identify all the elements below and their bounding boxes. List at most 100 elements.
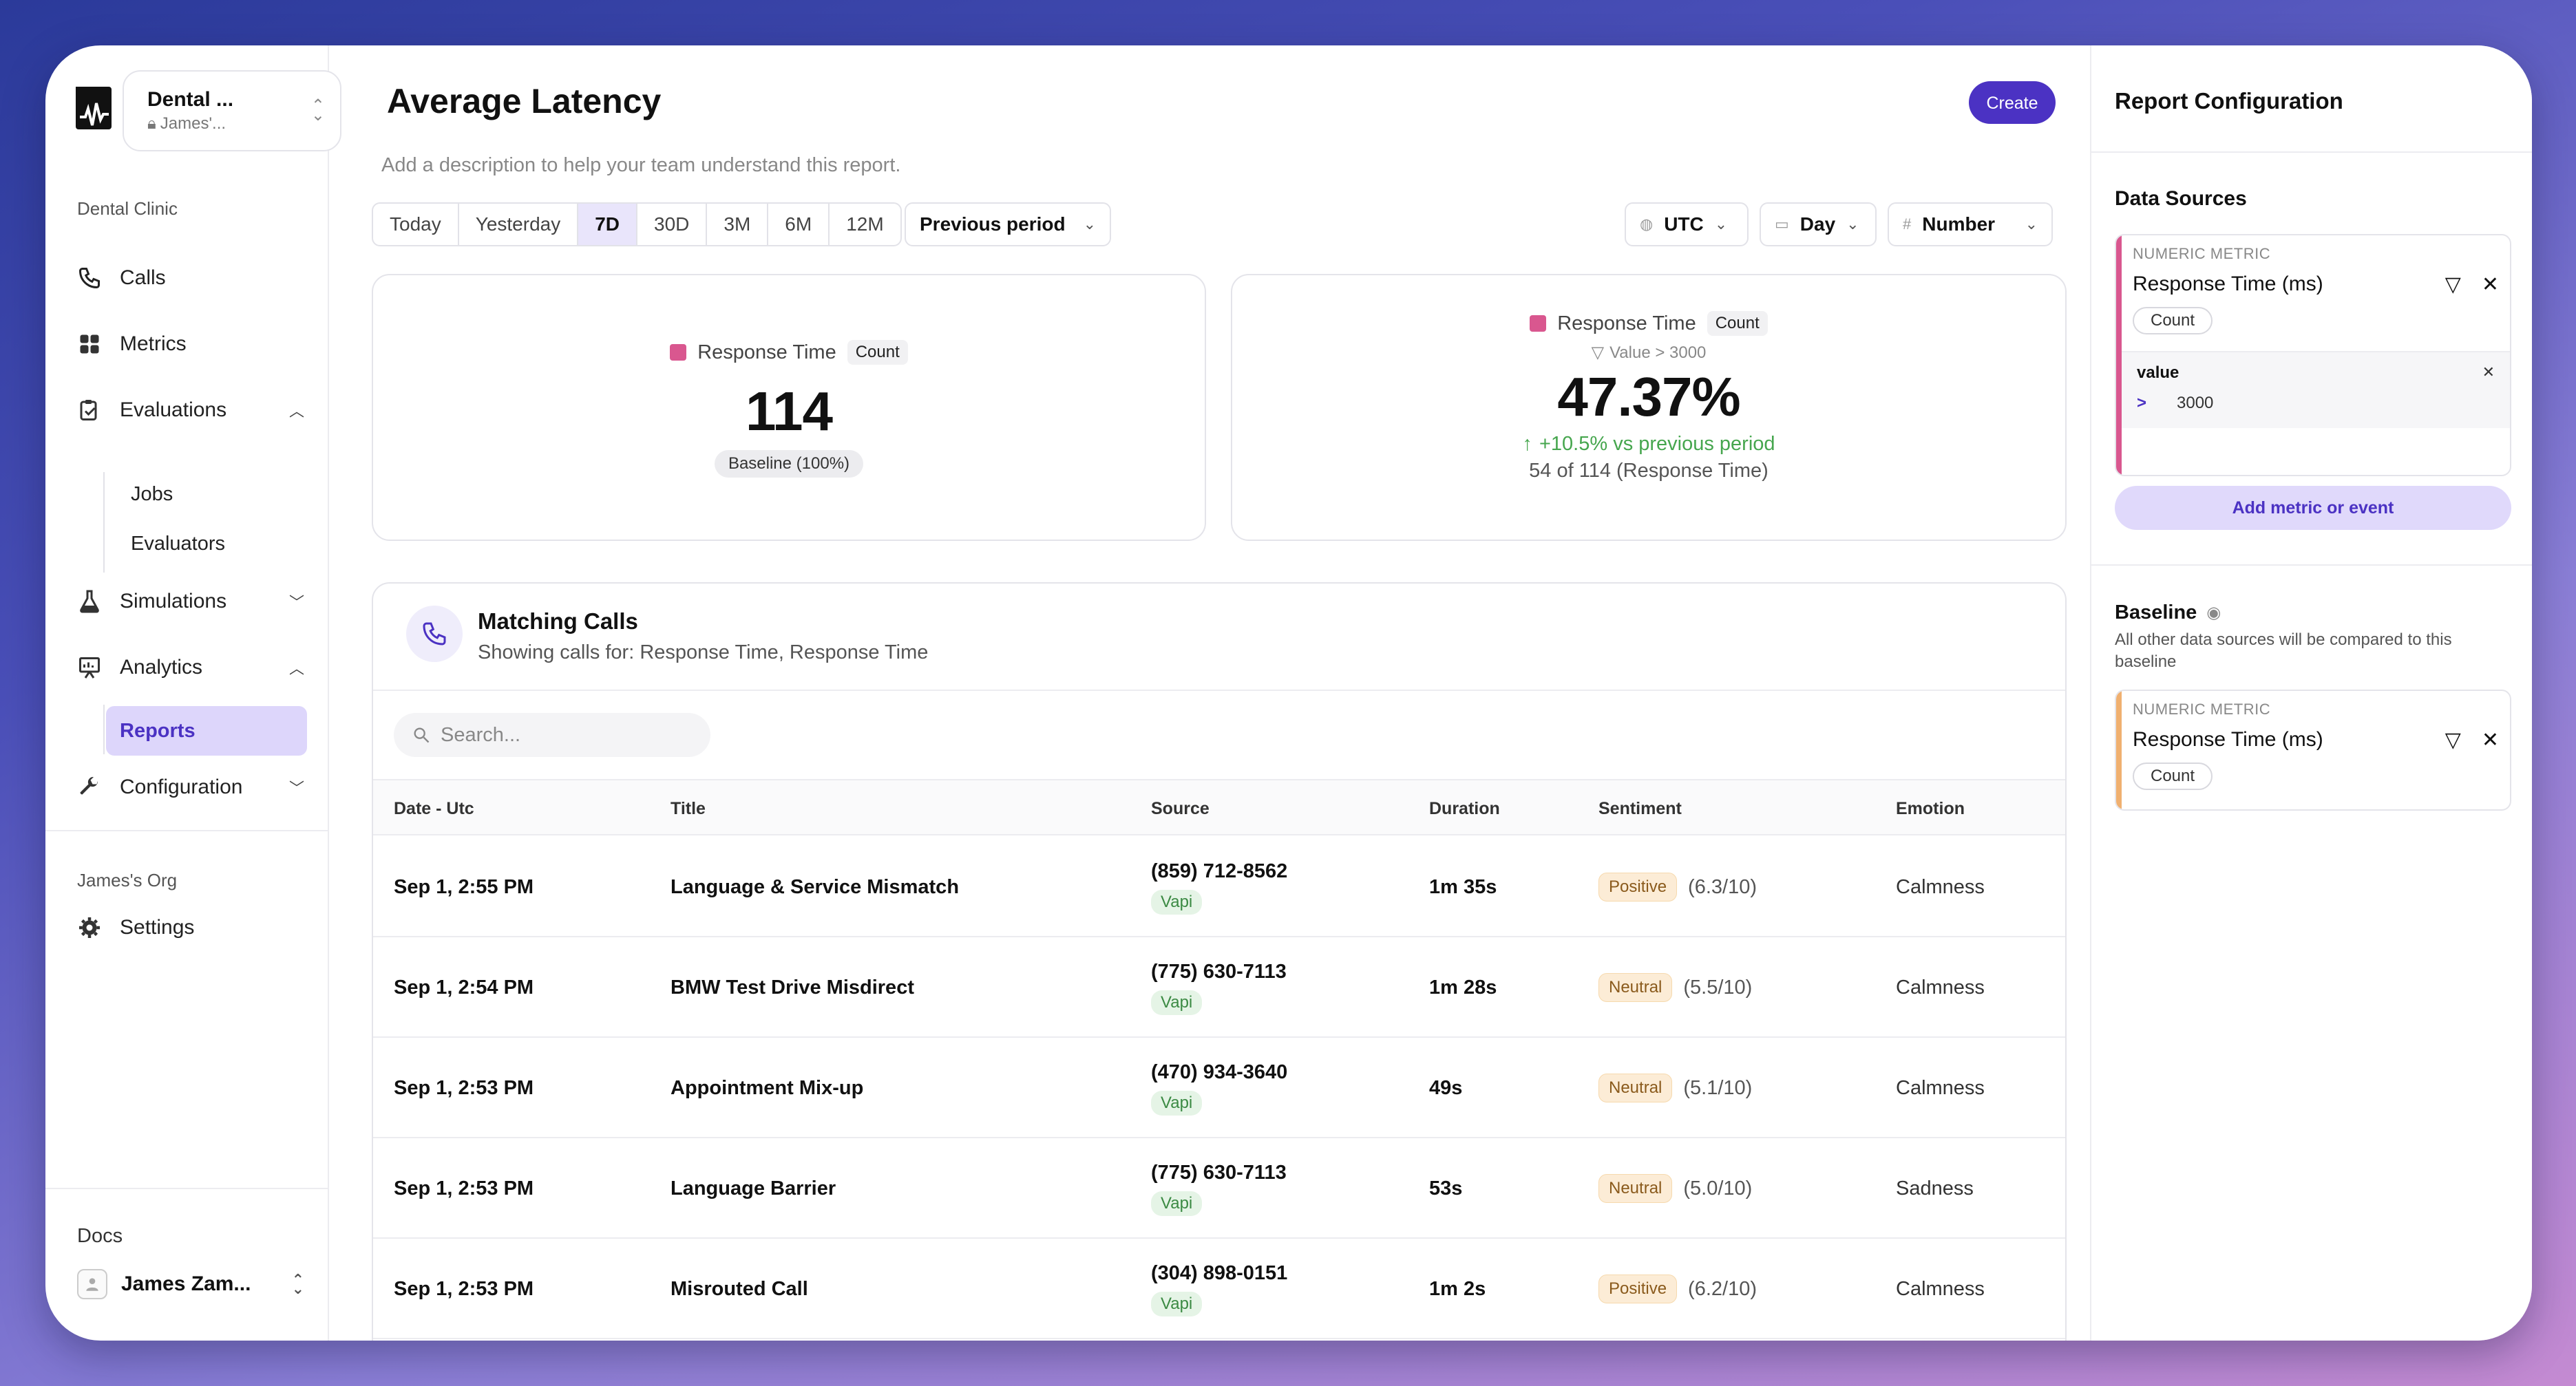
close-icon[interactable]: ✕ (2481, 273, 2499, 296)
range-tab-6m[interactable]: 6M (768, 204, 830, 245)
chevron-down-icon: ⌄ (1083, 215, 1096, 233)
eye-icon[interactable]: ◉ (2206, 604, 2221, 622)
matching-calls-header: Matching Calls Showing calls for: Respon… (373, 584, 2065, 691)
docs-link[interactable]: Docs (77, 1225, 123, 1247)
call-source: (470) 934-3640 Vapi (1151, 1038, 1287, 1138)
column-header-duration[interactable]: Duration (1429, 798, 1500, 818)
format-select[interactable]: # Number ⌄ (1888, 202, 2053, 246)
sidebar-item-evaluations[interactable]: Evaluations ︿ (77, 388, 304, 432)
call-duration: 49s (1429, 1076, 1463, 1099)
range-tab-3m[interactable]: 3M (707, 204, 769, 245)
call-duration: 53s (1429, 1177, 1463, 1200)
filter-text: Value > 3000 (1609, 343, 1707, 362)
table-row[interactable]: Sep 1, 2:54 PM BMW Test Drive Misdirect … (373, 937, 2065, 1038)
column-header-emotion[interactable]: Emotion (1896, 798, 1965, 818)
filter-value-input[interactable]: 3000 (2177, 394, 2214, 412)
section-subtitle: Showing calls for: Response Time, Respon… (478, 641, 929, 663)
range-tab-yesterday[interactable]: Yesterday (459, 204, 579, 245)
column-header-sentiment[interactable]: Sentiment (1598, 798, 1682, 818)
call-phone: (775) 630-7113 (1151, 1161, 1287, 1184)
table-row[interactable]: Sep 1, 2:53 PM Appointment Mix-up (470) … (373, 1038, 2065, 1138)
provider-badge: Vapi (1151, 889, 1203, 915)
filter-field: value (2137, 363, 2179, 382)
add-metric-button[interactable]: Add metric or event (2115, 486, 2511, 530)
sidebar-item-label: Settings (120, 916, 195, 939)
workspace-switcher[interactable]: Dental ... 🔒︎ James'... ⌃ ⌄ (123, 70, 341, 151)
column-header-date[interactable]: Date - Utc (394, 798, 474, 818)
metric-value: 47.37% (1557, 366, 1740, 427)
chevron-down-icon: ⌄ (1846, 215, 1859, 233)
call-title: Language Barrier (671, 1177, 836, 1200)
sentiment-badge: Neutral (1598, 1074, 1673, 1102)
call-title: Appointment Mix-up (671, 1076, 864, 1099)
sentiment-score: (5.5/10) (1683, 976, 1753, 999)
sidebar-item-settings[interactable]: Settings (77, 906, 304, 950)
search-input[interactable]: Search... (394, 713, 710, 757)
main-content: Average Latency Add a description to hel… (329, 45, 2091, 1341)
baseline-source-card[interactable]: NUMERIC METRIC Response Time (ms) Count … (2115, 690, 2511, 811)
filter-operator[interactable]: > (2137, 394, 2147, 412)
page-title[interactable]: Average Latency (387, 82, 662, 120)
call-phone: (304) 898-0151 (1151, 1261, 1288, 1284)
create-button[interactable]: Create (1969, 81, 2056, 124)
chevron-updown-icon: ⌃ ⌄ (291, 1270, 304, 1297)
call-title: BMW Test Drive Misdirect (671, 976, 914, 999)
sidebar-subitem-evaluators[interactable]: Evaluators (131, 532, 226, 555)
call-date: Sep 1, 2:53 PM (394, 1076, 534, 1099)
call-date: Sep 1, 2:53 PM (394, 1277, 534, 1300)
sidebar-item-calls[interactable]: Calls (77, 256, 304, 300)
sidebar-item-label: Configuration (120, 776, 243, 798)
sidebar-subitem-reports[interactable]: Reports (106, 706, 307, 756)
sidebar-item-metrics[interactable]: Metrics (77, 322, 304, 366)
call-title: Misrouted Call (671, 1277, 808, 1300)
sidebar-item-analytics[interactable]: Analytics ︿ (77, 646, 304, 690)
source-name: Response Time (ms) (2133, 728, 2323, 751)
metric-card-body: Response Time Count ▽ Value > 3000 47.37… (1232, 311, 2065, 482)
close-icon[interactable]: ✕ (2482, 363, 2495, 381)
filter-icon[interactable]: ▽ (2445, 729, 2461, 751)
aggregation-select[interactable]: Count (2133, 763, 2213, 790)
user-icon (86, 1278, 98, 1291)
aggregation-select[interactable]: Count (2133, 307, 2213, 334)
arrow-up-icon: ↑ (1522, 433, 1532, 455)
table-row[interactable]: Sep 1, 2:53 PM Language Barrier (775) 63… (373, 1138, 2065, 1239)
sidebar-item-simulations[interactable]: Simulations ﹀ (77, 579, 304, 623)
range-tab-7d[interactable]: 7D (578, 204, 638, 245)
metric-card-body: Response Time Count 114 Baseline (100%) (373, 340, 1205, 478)
granularity-select[interactable]: ▭ Day ⌄ (1760, 202, 1877, 246)
sidebar-item-configuration[interactable]: Configuration ﹀ (77, 765, 304, 809)
sidebar-divider (45, 830, 328, 831)
date-range-tabs: Today Yesterday 7D 30D 3M 6M 12M (372, 202, 902, 246)
chevron-up-icon: ︿ (288, 660, 304, 677)
table-row[interactable]: Sep 1, 2:55 PM Language & Service Mismat… (373, 837, 2065, 937)
chevron-down-icon: ⌄ (1714, 215, 1728, 233)
chevron-down-icon: ⌄ (2025, 215, 2038, 233)
data-sources-heading: Data Sources (2115, 187, 2247, 210)
close-icon[interactable]: ✕ (2481, 729, 2499, 751)
filter-icon[interactable]: ▽ (2445, 273, 2461, 296)
description-input[interactable]: Add a description to help your team unde… (381, 154, 901, 176)
search-icon (414, 727, 430, 743)
table-row[interactable]: Sep 1, 2:53 PM Misrouted Call (304) 898-… (373, 1239, 2065, 1339)
column-header-source[interactable]: Source (1151, 798, 1210, 818)
range-tab-12m[interactable]: 12M (846, 213, 884, 235)
sidebar-item-label: Analytics (120, 656, 203, 679)
call-emotion: Calmness (1896, 976, 1985, 999)
sidebar-subitem-jobs[interactable]: Jobs (131, 482, 173, 505)
call-sentiment: Positive (6.3/10) (1598, 837, 1757, 937)
timezone-select[interactable]: ◍ UTC ⌄ (1625, 202, 1749, 246)
user-menu[interactable]: James Zam... ⌃ ⌄ (77, 1264, 304, 1305)
source-type: NUMERIC METRIC (2133, 701, 2271, 718)
range-tab-30d[interactable]: 30D (637, 204, 708, 245)
brand-logo (76, 87, 112, 129)
data-source-card[interactable]: NUMERIC METRIC Response Time (ms) Count … (2115, 234, 2511, 476)
search-placeholder: Search... (441, 723, 521, 746)
clipboard-check-icon (80, 400, 97, 420)
legend-swatch (670, 344, 687, 361)
range-tab-today[interactable]: Today (373, 204, 459, 245)
column-header-title[interactable]: Title (671, 798, 706, 818)
table-header: Date - Utc Title Source Duration Sentime… (373, 779, 2065, 835)
delta-value: +10.5% vs previous period (1539, 433, 1775, 455)
panel-title: Report Configuration (2115, 88, 2343, 114)
compare-select[interactable]: Previous period ⌄ (905, 202, 1111, 246)
